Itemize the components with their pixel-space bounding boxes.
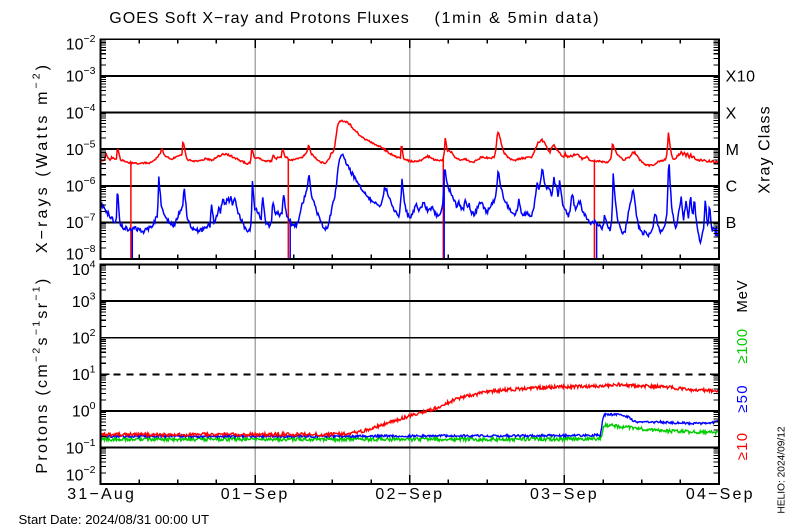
svg-text:HELIO: 2024/09/12: HELIO: 2024/09/12 (777, 426, 788, 514)
svg-text:X−rays (Watts m−2): X−rays (Watts m−2) (31, 62, 52, 253)
svg-text:Xray Class: Xray Class (757, 105, 774, 193)
svg-text:X: X (726, 105, 737, 122)
svg-text:≥10: ≥10 (734, 432, 751, 461)
svg-text:Start Date: 2024/08/31 00:00 U: Start Date: 2024/08/31 00:00 UT (19, 512, 210, 527)
svg-text:C: C (726, 179, 738, 196)
svg-text:(1min & 5min data): (1min & 5min data) (435, 10, 601, 27)
svg-text:≥100: ≥100 (734, 328, 751, 363)
svg-text:04−Sep: 04−Sep (686, 486, 755, 503)
svg-text:≥50: ≥50 (734, 384, 751, 413)
svg-text:B: B (726, 215, 737, 232)
svg-text:Protons (cm−2s−1sr−1): Protons (cm−2s−1sr−1) (31, 276, 52, 473)
svg-text:03−Sep: 03−Sep (530, 486, 599, 503)
svg-text:MeV: MeV (734, 279, 751, 312)
svg-text:01−Sep: 01−Sep (221, 486, 290, 503)
svg-text:M: M (726, 142, 740, 159)
svg-text:02−Sep: 02−Sep (375, 486, 444, 503)
svg-text:31−Aug: 31−Aug (67, 486, 136, 503)
svg-text:X10: X10 (726, 69, 756, 86)
svg-text:GOES Soft X−ray and Protons Fl: GOES Soft X−ray and Protons Fluxes (109, 10, 409, 27)
